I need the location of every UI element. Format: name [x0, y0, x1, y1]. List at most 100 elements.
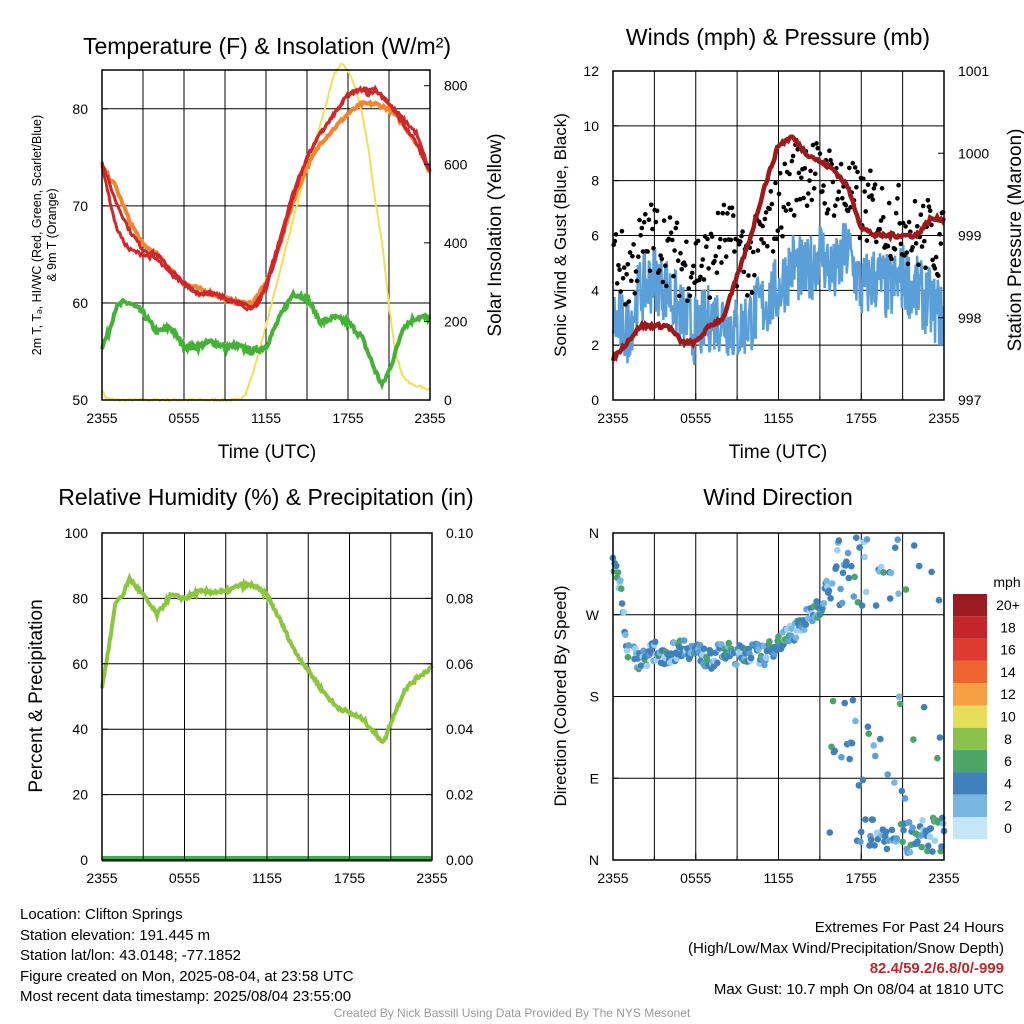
- temp-2m-line: [100, 84, 432, 312]
- humidity-ticks: 2355 0555 1155 1755 2355 0 20 40 60 80 100 0.00 0.02…: [65, 525, 474, 886]
- direction-point: [849, 696, 857, 704]
- gust-point: [874, 239, 879, 245]
- gust-point: [783, 208, 789, 213]
- y-tick-label-left: 0: [80, 852, 88, 868]
- colorbar-swatch: [953, 705, 987, 728]
- direction-point: [902, 586, 910, 593]
- direction-point: [887, 569, 895, 577]
- wind-line: [611, 223, 945, 366]
- gust-point: [668, 230, 674, 235]
- humidity-title: Relative Humidity (%) & Precipitation (i…: [58, 484, 473, 510]
- direction-point: [839, 569, 847, 577]
- direction-point: [802, 621, 810, 628]
- gust-point: [869, 193, 874, 198]
- direction-point: [846, 755, 853, 763]
- direction-point: [905, 819, 913, 826]
- gust-point: [619, 228, 625, 234]
- direction-title: Wind Direction: [703, 484, 853, 510]
- gust-point: [716, 244, 722, 250]
- direction-point: [895, 590, 902, 597]
- direction-point: [936, 734, 944, 741]
- gust-point: [723, 254, 729, 259]
- y-tick-label-right: 997: [958, 392, 982, 408]
- gust-point: [780, 234, 785, 239]
- gust-point: [750, 249, 756, 255]
- y-tick-label-left: W: [586, 607, 600, 623]
- gust-point: [685, 298, 690, 304]
- colorbar-label: 12: [1000, 686, 1016, 702]
- colorbar-swatch: [953, 750, 987, 773]
- gust-point: [763, 210, 769, 215]
- y-tick-label-right: 600: [444, 156, 468, 172]
- gust-point: [657, 268, 662, 273]
- y-tick-label-right: 999: [958, 228, 982, 244]
- gust-point: [828, 157, 833, 163]
- gust-point: [779, 225, 784, 230]
- gust-point: [719, 260, 724, 265]
- gust-point: [713, 253, 718, 259]
- gust-point: [881, 215, 886, 220]
- direction-point: [900, 826, 907, 834]
- winds-ticks: 2355 0555 1155 1755 2355 0 2 4 6 8 10 12 997 998 999 10…: [583, 63, 989, 426]
- gust-point: [647, 268, 653, 274]
- direction-point: [622, 631, 629, 639]
- colorbar-label: 18: [1000, 619, 1016, 635]
- y-tick-label-right: 0.08: [446, 590, 473, 606]
- gust-point: [919, 244, 925, 249]
- gust-point: [625, 262, 631, 267]
- credit-text: Created By Nick Bassill Using Data Provi…: [333, 1006, 691, 1020]
- gust-point: [918, 212, 924, 217]
- y-tick-label-left: N: [589, 525, 599, 541]
- direction-point: [869, 816, 877, 823]
- gust-point: [933, 254, 939, 260]
- direction-point: [733, 661, 740, 668]
- gust-point: [797, 196, 803, 202]
- speed-colorbar: 20+ 18 16 14 12 10 8 6 4 2 0: [953, 594, 1020, 840]
- gust-point: [893, 210, 899, 216]
- humidity-grid: [102, 533, 432, 860]
- gust-point: [794, 197, 799, 203]
- direction-point: [637, 662, 645, 669]
- direction-point: [853, 534, 860, 541]
- direction-point: [617, 577, 624, 584]
- gust-point: [699, 263, 704, 269]
- gust-point: [745, 293, 750, 298]
- gust-point: [835, 196, 840, 202]
- direction-point: [865, 730, 872, 737]
- gust-point: [926, 204, 932, 209]
- gust-point: [663, 263, 668, 269]
- gust-point: [840, 196, 845, 201]
- direction-point: [625, 642, 632, 649]
- x-tick-label: 0555: [680, 410, 711, 426]
- gust-point: [910, 244, 915, 250]
- direction-point: [623, 647, 631, 654]
- direction-point: [837, 585, 844, 593]
- direction-point: [848, 739, 856, 747]
- temperature-ylabel-line2: & 9m T (Orange): [45, 188, 59, 281]
- colorbar-swatch: [953, 727, 987, 751]
- gust-point: [765, 243, 770, 249]
- temperature-grid: [102, 70, 430, 400]
- gust-point: [645, 249, 650, 254]
- gust-point: [768, 189, 774, 194]
- station-info: Location: Clifton Springs Station elevat…: [20, 905, 354, 1008]
- gust-point: [791, 213, 797, 218]
- x-tick-label: 2355: [86, 870, 117, 886]
- gust-point: [786, 201, 791, 207]
- gust-point: [932, 266, 938, 271]
- gust-point: [687, 293, 693, 299]
- gust-point: [830, 179, 836, 185]
- direction-point: [747, 654, 755, 662]
- direction-point: [624, 653, 632, 661]
- x-tick-label: 2355: [597, 870, 628, 886]
- direction-point: [927, 825, 935, 832]
- gust-point: [922, 238, 927, 244]
- gust-point: [629, 278, 634, 284]
- gust-point: [845, 208, 851, 214]
- direction-point: [707, 650, 714, 657]
- direction-point: [762, 654, 770, 661]
- direction-point: [877, 563, 885, 571]
- gust-point: [712, 258, 717, 264]
- direction-point: [926, 833, 934, 840]
